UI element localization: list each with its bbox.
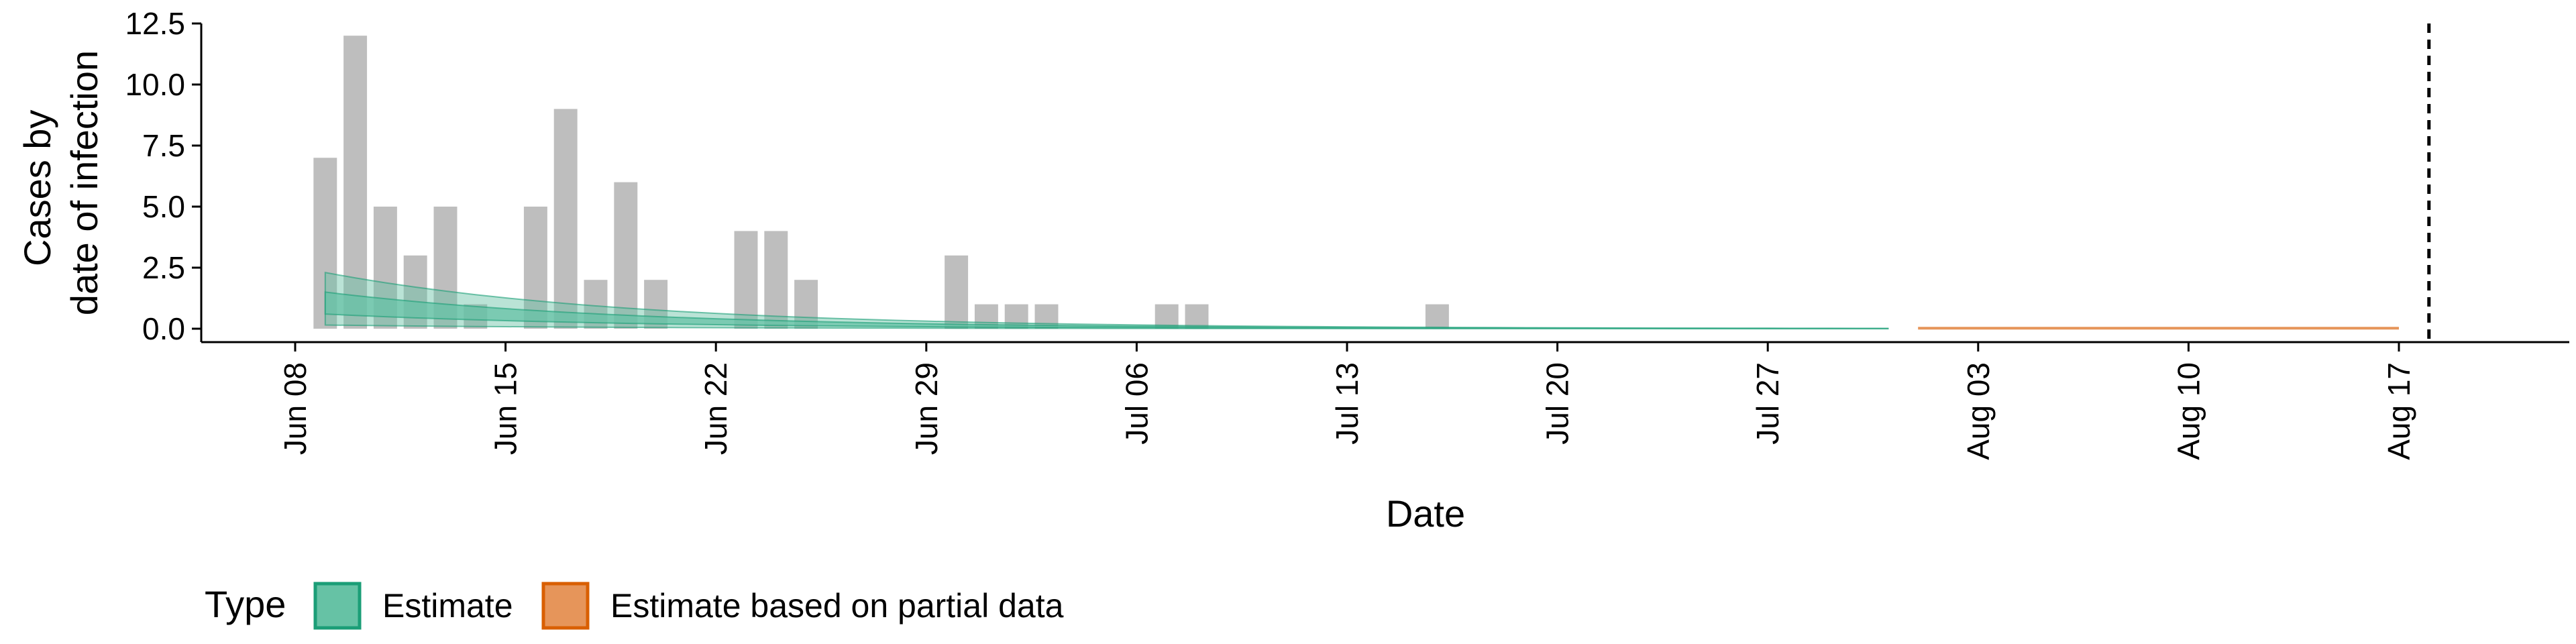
y-axis-ticks: 0.0 2.5 5.0 7.5 10.0 12.5 — [125, 6, 201, 346]
x-tick-label: Jun 29 — [909, 362, 944, 455]
estimate-inner-ribbon — [324, 291, 1889, 329]
bar — [1185, 304, 1209, 329]
y-tick-label: 2.5 — [142, 250, 185, 285]
legend-label-partial-estimate: Estimate based on partial data — [610, 587, 1064, 625]
y-axis-title-line-2: date of infection — [63, 50, 105, 315]
y-tick-label: 7.5 — [142, 128, 185, 163]
bar — [945, 255, 969, 329]
bar — [343, 36, 368, 329]
y-tick-label: 10.0 — [125, 67, 185, 102]
y-tick-label: 0.0 — [142, 311, 185, 346]
bar — [1425, 304, 1449, 329]
legend: Type Estimate Estimate based on partial … — [205, 582, 1064, 630]
bar — [764, 231, 788, 329]
x-tick-label: Jul 27 — [1750, 362, 1785, 445]
x-tick-label: Jul 13 — [1330, 362, 1364, 445]
bar — [614, 182, 638, 329]
legend-key-partial-estimate — [541, 582, 590, 630]
legend-key-estimate — [313, 582, 362, 630]
bar — [734, 231, 758, 329]
x-axis-ticks: Jun 08 Jun 15 Jun 22 Jun 29 Jul 06 Jul 13 Jul … — [278, 342, 2416, 460]
bars-layer — [313, 36, 1449, 329]
x-tick-label: Jun 08 — [278, 362, 313, 455]
x-tick-label: Aug 17 — [2381, 362, 2416, 460]
x-tick-label: Aug 03 — [1961, 362, 1996, 460]
x-tick-label: Jun 22 — [698, 362, 733, 455]
y-axis-title: Cases by date of infection — [16, 50, 105, 315]
legend-title: Type — [205, 583, 286, 625]
x-tick-label: Aug 10 — [2171, 362, 2206, 460]
y-tick-label: 5.0 — [142, 189, 185, 224]
y-axis-title-line-1: Cases by — [16, 110, 58, 266]
bar — [523, 207, 547, 329]
legend-label-estimate: Estimate — [382, 587, 513, 625]
bar — [553, 109, 578, 329]
x-axis-title: Date — [1386, 492, 1465, 535]
axes — [200, 23, 2569, 343]
x-tick-label: Jul 20 — [1540, 362, 1575, 445]
x-tick-label: Jun 15 — [488, 362, 523, 455]
x-tick-label: Jul 06 — [1119, 362, 1154, 445]
estimate-ribbons — [324, 272, 2399, 330]
y-tick-label: 12.5 — [125, 6, 185, 41]
